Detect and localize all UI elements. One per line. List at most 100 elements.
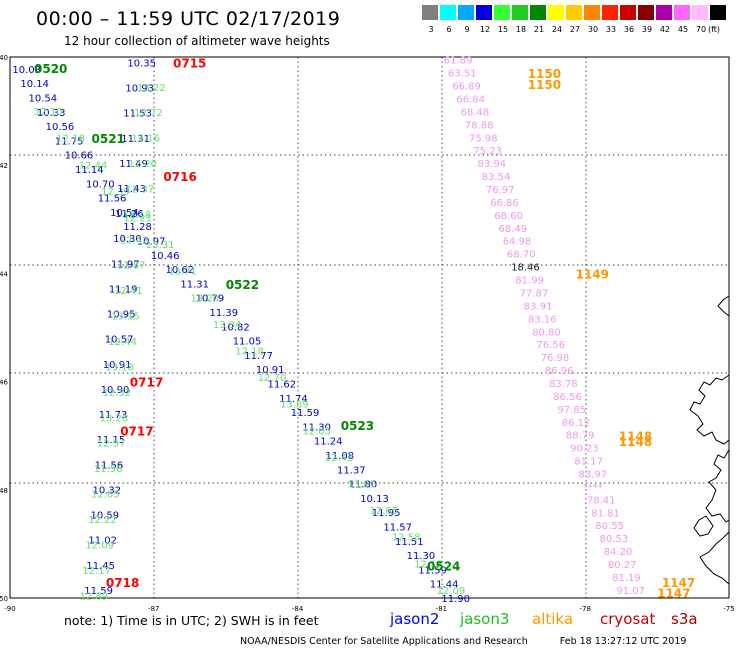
swh-jason2: 11.59 bbox=[418, 565, 447, 576]
swh-cryosat: 66.86 bbox=[490, 198, 519, 209]
legend-label: 15 bbox=[497, 25, 509, 34]
swh-jason2: 10.62 bbox=[166, 265, 195, 276]
legend-swatch bbox=[710, 5, 726, 20]
legend-label: 70 bbox=[695, 25, 707, 34]
pass-time-label: 0521 bbox=[92, 132, 125, 146]
swh-jason2: 11.31 bbox=[121, 134, 150, 145]
swh-jason3: 12.71 bbox=[168, 267, 197, 278]
swh-jason3: 13.20 bbox=[191, 293, 220, 304]
swh-jason2: 11.95 bbox=[372, 508, 401, 519]
swh-cryosat: 83.54 bbox=[482, 172, 511, 183]
swh-cryosat: 84.20 bbox=[604, 547, 633, 558]
swh-jason3: 11.87 bbox=[117, 261, 146, 272]
swh-jason3: 12.44 bbox=[79, 160, 108, 171]
swh-jason3: 12.43 bbox=[325, 453, 354, 464]
swh-jason3: 12.42 bbox=[120, 235, 149, 246]
swh-cryosat: 81.99 bbox=[515, 276, 544, 287]
axis-labels: 40 42 44 46 48 50 -90 -87 -84 -81 -78 -75 bbox=[0, 54, 735, 613]
swh-cryosat: 86.96 bbox=[545, 366, 574, 377]
units-note: note: 1) Time is in UTC; 2) SWH is in fe… bbox=[64, 613, 319, 628]
swh-cryosat: 80.55 bbox=[595, 521, 624, 532]
swh-cryosat: 97.85 bbox=[557, 405, 586, 416]
legend-swatch bbox=[692, 5, 708, 20]
swh-jason3: 12.18 bbox=[123, 210, 152, 221]
swh-cryosat: 83.16 bbox=[528, 314, 557, 325]
legend-label: 36 bbox=[623, 25, 635, 34]
swh-jason3: 12.22 bbox=[88, 515, 117, 526]
swh-cryosat: 83.97 bbox=[579, 470, 608, 481]
swh-jason3: 12.32 bbox=[103, 388, 132, 399]
credit-text: NOAA/NESDIS Center for Satellite Applica… bbox=[240, 636, 528, 647]
swh-jason2: 10.32 bbox=[93, 485, 122, 496]
lon-tick-label: -78 bbox=[579, 605, 590, 613]
swh-jason3: 13.01 bbox=[347, 480, 376, 491]
swh-cryosat: 77.87 bbox=[520, 289, 549, 300]
swh-jason2: 11.75 bbox=[55, 136, 84, 147]
swh-cryosat: **** bbox=[583, 482, 603, 493]
swh-jason2: 11.26 bbox=[115, 209, 144, 220]
lat-tick-label: 40 bbox=[0, 54, 8, 62]
swh-jason2: 10.54 bbox=[110, 208, 139, 219]
swh-jason2: 11.80 bbox=[349, 480, 378, 491]
swh-jason2: 11.44 bbox=[430, 580, 459, 591]
swh-jason2: 11.56 bbox=[95, 460, 124, 471]
swh-jason2: 11.59 bbox=[84, 586, 113, 597]
lon-tick-label: -75 bbox=[723, 605, 734, 613]
swh-jason2: 11.08 bbox=[326, 451, 355, 462]
swh-jason2: 11.90 bbox=[441, 594, 470, 605]
swh-cryosat: 80.53 bbox=[600, 534, 629, 545]
swh-jason2: 11.73 bbox=[99, 410, 128, 421]
swh-jason3: 12.57 bbox=[97, 439, 126, 450]
swh-cryosat: 76.98 bbox=[541, 353, 570, 364]
swh-jason2: 10.14 bbox=[20, 79, 49, 90]
lon-tick-label: -90 bbox=[4, 605, 15, 613]
swh-jason2: 11.05 bbox=[233, 337, 262, 348]
legend-swatch bbox=[476, 5, 492, 20]
legend-label: 27 bbox=[569, 25, 581, 34]
swh-cryosat: 76.56 bbox=[536, 340, 565, 351]
pass-time-label: 1148 bbox=[619, 435, 652, 449]
lat-tick-label: 46 bbox=[0, 379, 9, 387]
satellite-name-jason3: jason3 bbox=[460, 610, 510, 628]
swh-jason3: 12.10 bbox=[34, 107, 63, 118]
swh-cryosat: 75.23 bbox=[473, 146, 502, 157]
swh-jason2: 10.56 bbox=[46, 122, 75, 133]
swh-jason3: 12.37 bbox=[126, 185, 155, 196]
swh-jason3: 12.05 bbox=[91, 490, 120, 501]
satellite-name-altika: altika bbox=[532, 610, 574, 628]
swh-jason2: 11.28 bbox=[123, 222, 152, 233]
swh-jason2: 10.70 bbox=[86, 179, 115, 190]
legend-label: 9 bbox=[464, 25, 470, 34]
pass-time-label: 0523 bbox=[341, 419, 374, 433]
legend-swatch bbox=[620, 5, 636, 20]
swh-jason3: 11.56 bbox=[94, 464, 123, 475]
swh-jason3: 12.18 bbox=[235, 347, 264, 358]
legend-swatch bbox=[584, 5, 600, 20]
legend-label: 30 bbox=[587, 25, 599, 34]
swh-jason3: 12.41 bbox=[114, 286, 143, 297]
swh-jason2: 11.37 bbox=[337, 465, 366, 476]
swh-jason2: 10.82 bbox=[221, 322, 250, 333]
legend-swatch bbox=[656, 5, 672, 20]
swh-cryosat: 80.27 bbox=[608, 560, 637, 571]
swh-jason3: 12.89 bbox=[80, 591, 109, 602]
swh-jason2: 11.30 bbox=[407, 551, 436, 562]
legend-label: 3 bbox=[428, 25, 434, 34]
swh-jason2: 10.30 bbox=[113, 234, 142, 245]
legend-swatch bbox=[602, 5, 618, 20]
swh-jason3: 12.17 bbox=[414, 559, 443, 570]
swh-jason2: 11.19 bbox=[109, 285, 138, 296]
timestamp-text: Feb 18 13:27:12 UTC 2019 bbox=[559, 636, 687, 647]
satellite-name-jason2: jason2 bbox=[390, 610, 440, 628]
swh-jason3: 12.16 bbox=[131, 134, 160, 145]
swh-jason3: 12.44 bbox=[108, 337, 137, 348]
swh-jason2: 11.31 bbox=[180, 279, 209, 290]
swh-cryosat: 81.17 bbox=[574, 457, 603, 468]
swh-jason3: 12.05 bbox=[302, 426, 331, 437]
map-frame bbox=[9, 56, 730, 599]
legend-swatch bbox=[422, 5, 438, 20]
swh-jason2: 11.30 bbox=[302, 422, 331, 433]
legend-label: 39 bbox=[641, 25, 653, 34]
pass-time-label: 0716 bbox=[163, 170, 196, 184]
